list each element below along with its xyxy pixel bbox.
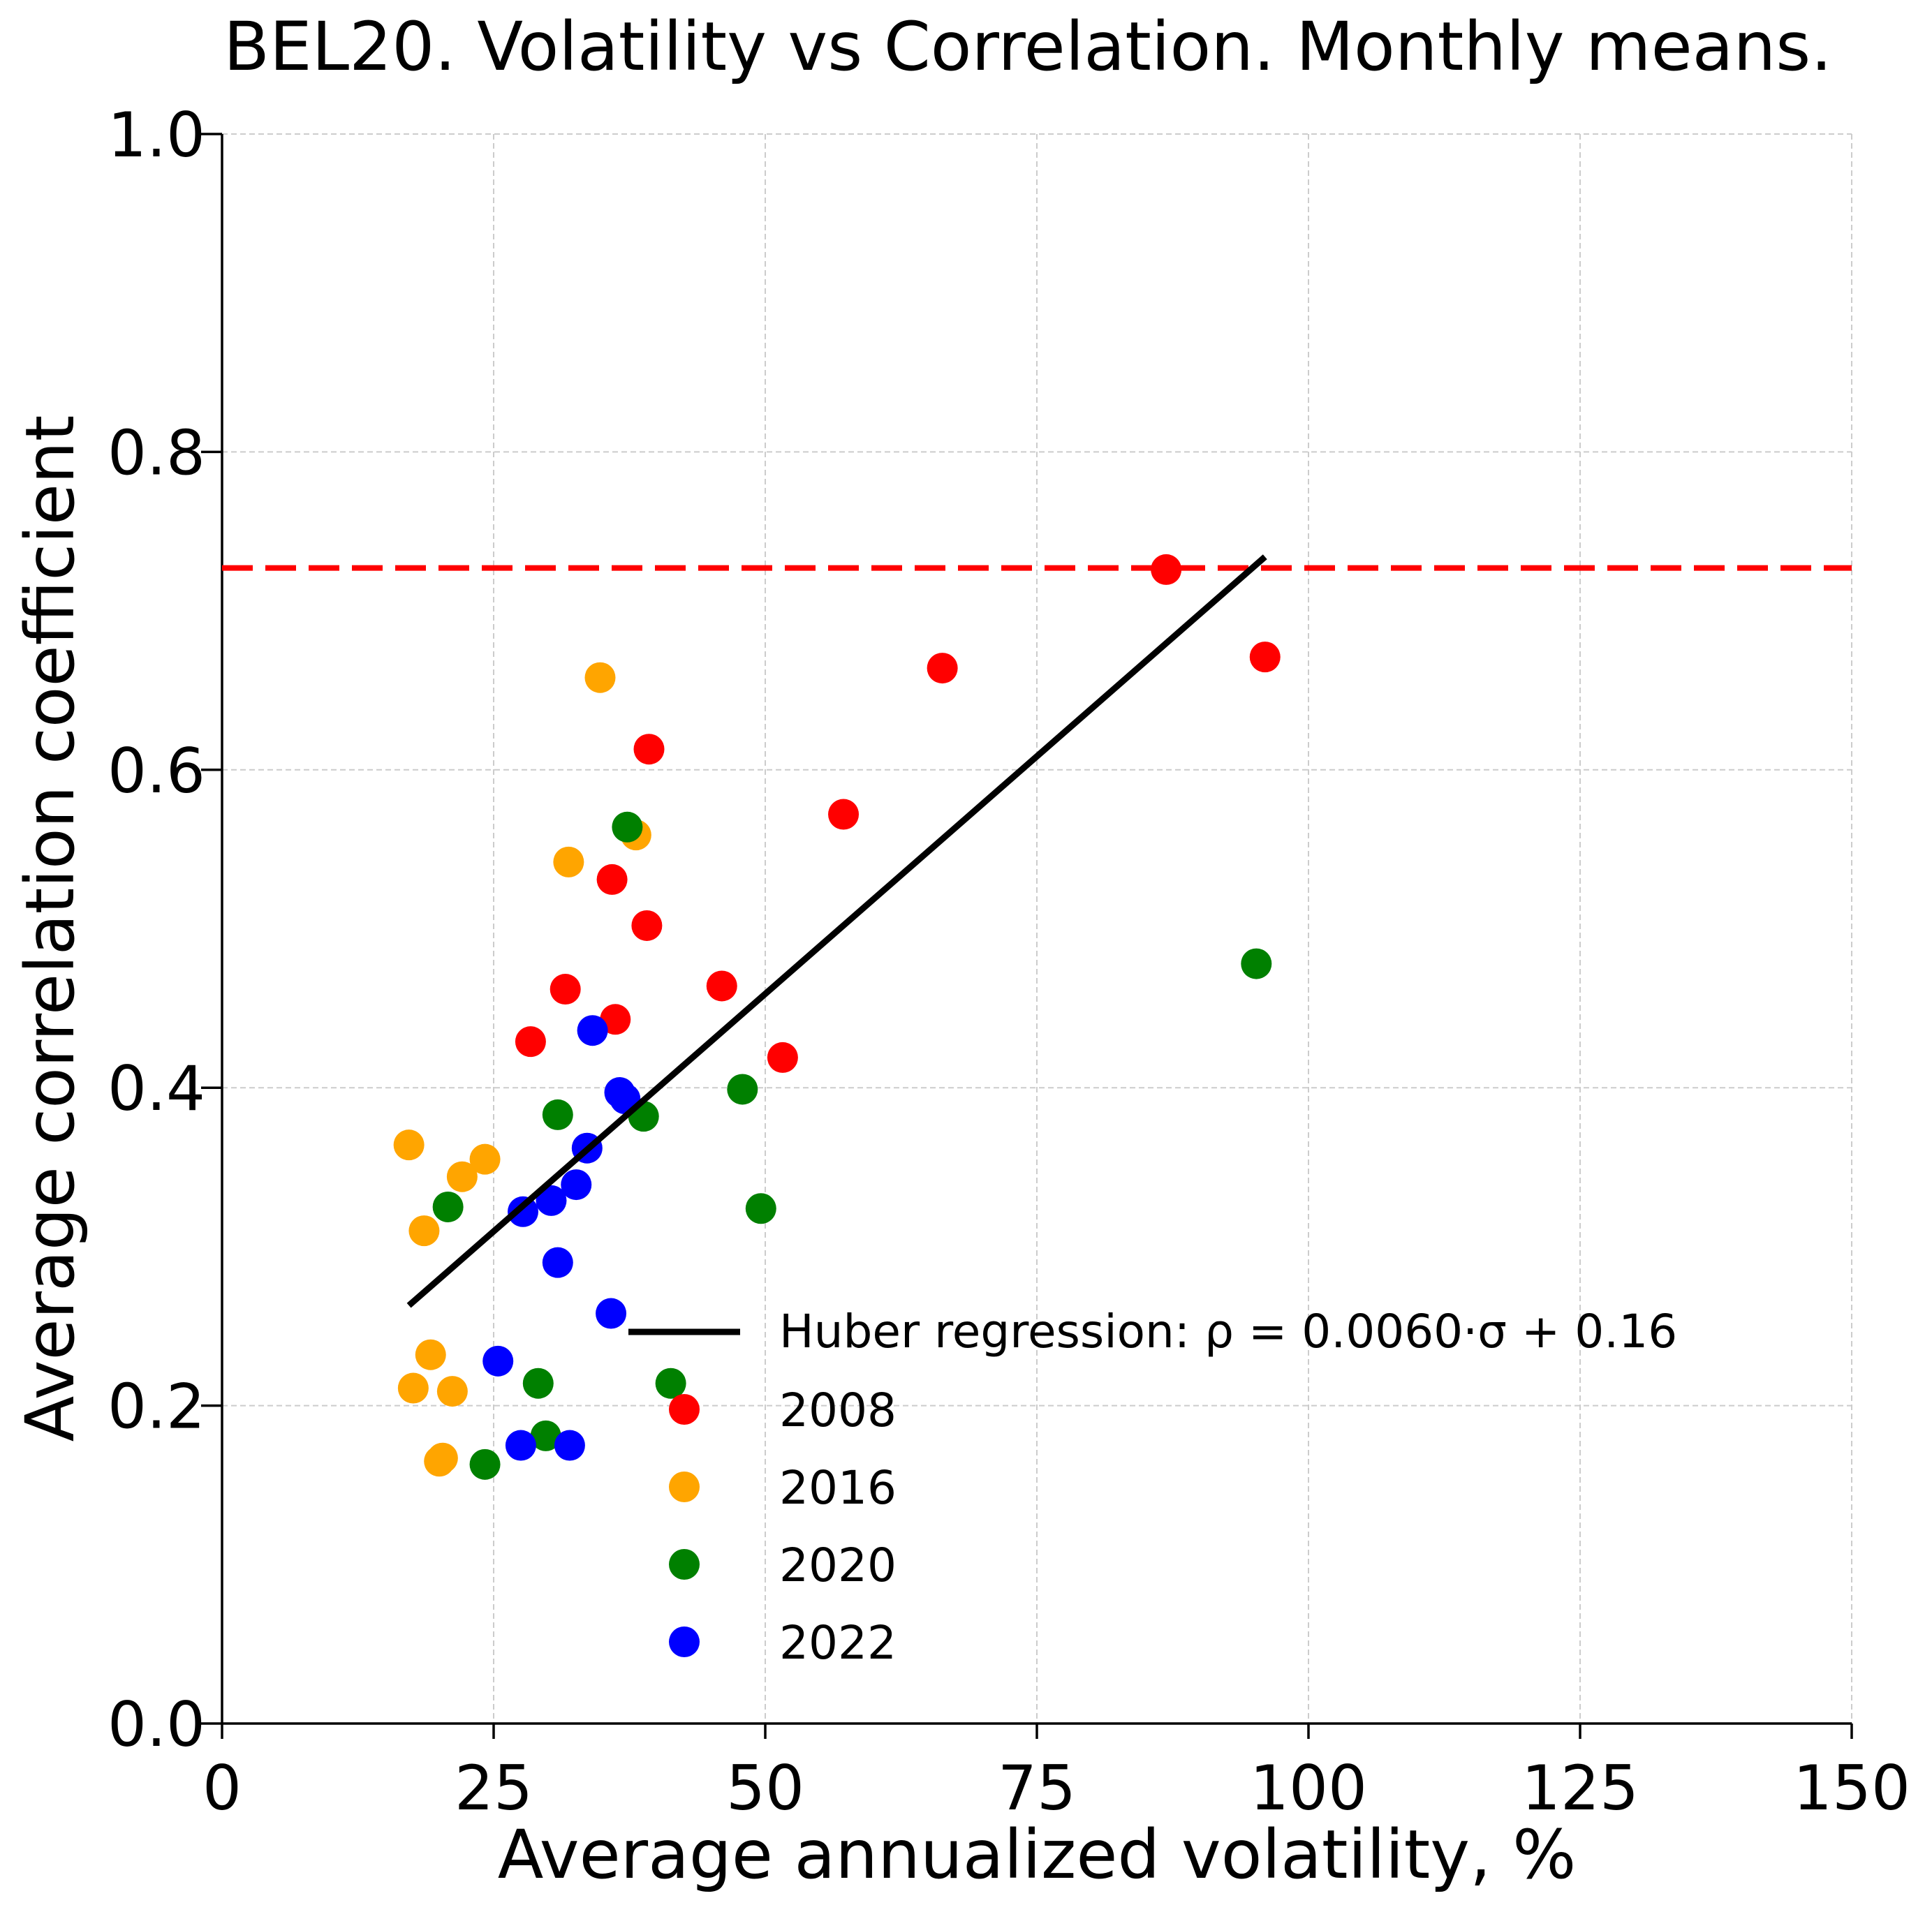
point-2022 bbox=[508, 1196, 539, 1227]
data-points bbox=[393, 554, 1281, 1480]
point-2008 bbox=[1249, 642, 1281, 673]
legend-regression-label: Huber regression: ρ = 0.0060·σ + 0.16 bbox=[779, 1305, 1677, 1358]
x-tick-label: 50 bbox=[726, 1752, 804, 1824]
point-2020 bbox=[542, 1099, 573, 1130]
point-2008 bbox=[515, 1026, 546, 1058]
point-2022 bbox=[536, 1185, 567, 1216]
point-2022 bbox=[482, 1345, 514, 1377]
point-2016 bbox=[393, 1129, 425, 1161]
point-2020 bbox=[432, 1191, 464, 1222]
legend-swatch-2008 bbox=[669, 1394, 700, 1425]
y-tick-label: 0.0 bbox=[108, 1689, 205, 1761]
legend-label-2008: 2008 bbox=[779, 1384, 897, 1437]
y-tick-label: 0.4 bbox=[108, 1053, 205, 1125]
point-2008 bbox=[828, 799, 860, 830]
point-2008 bbox=[927, 653, 958, 684]
point-2022 bbox=[561, 1169, 592, 1201]
point-2008 bbox=[706, 970, 737, 1002]
point-2008 bbox=[596, 864, 628, 895]
point-2016 bbox=[397, 1372, 429, 1404]
legend-label-2016: 2016 bbox=[779, 1461, 897, 1515]
point-2008 bbox=[633, 734, 665, 765]
regression-line bbox=[406, 554, 1267, 1308]
y-tick-label: 0.2 bbox=[108, 1371, 205, 1443]
point-2020 bbox=[469, 1448, 501, 1480]
y-tick-label: 0.8 bbox=[108, 417, 205, 489]
legend-label-2022: 2022 bbox=[779, 1616, 897, 1670]
point-2022 bbox=[505, 1430, 536, 1461]
legend: Huber regression: ρ = 0.0060·σ + 0.16 200… bbox=[628, 1305, 1677, 1670]
chart-title: BEL20. Volatility vs Correlation. Monthl… bbox=[223, 8, 1832, 86]
point-2020 bbox=[1241, 948, 1272, 979]
x-tick-label: 125 bbox=[1521, 1752, 1639, 1824]
x-tick-label: 150 bbox=[1793, 1752, 1910, 1824]
x-axis-label: Average annualized volatility, % bbox=[498, 1816, 1577, 1894]
point-2016 bbox=[469, 1143, 501, 1175]
point-2020 bbox=[522, 1368, 554, 1399]
x-tick-label: 25 bbox=[455, 1752, 533, 1824]
ticks: 0 25 50 75 100 125 150 0.0 0.2 0.4 0.6 0.8 1.0 bbox=[108, 99, 1910, 1824]
point-2008 bbox=[767, 1042, 798, 1073]
x-tick-label: 0 bbox=[202, 1752, 242, 1824]
y-axis-label: Average correlation coefficient bbox=[11, 415, 89, 1442]
x-tick-label: 75 bbox=[998, 1752, 1076, 1824]
regression-line-group bbox=[406, 554, 1267, 1308]
point-2016 bbox=[436, 1376, 468, 1407]
point-2016 bbox=[415, 1339, 446, 1370]
point-2022 bbox=[542, 1247, 573, 1278]
legend-swatch-2020 bbox=[669, 1549, 700, 1580]
y-tick-label: 0.6 bbox=[108, 735, 205, 807]
point-2020 bbox=[655, 1368, 686, 1399]
x-tick-label: 100 bbox=[1250, 1752, 1367, 1824]
point-2016 bbox=[553, 846, 584, 877]
legend-swatch-2022 bbox=[669, 1626, 700, 1657]
point-2020 bbox=[612, 811, 643, 843]
point-2022 bbox=[577, 1015, 608, 1046]
y-tick-label: 1.0 bbox=[108, 99, 205, 171]
legend-swatch-2016 bbox=[669, 1472, 700, 1502]
legend-label-2020: 2020 bbox=[779, 1539, 897, 1592]
point-2020 bbox=[530, 1420, 561, 1451]
point-2008 bbox=[600, 1004, 631, 1035]
point-2016 bbox=[584, 662, 616, 693]
point-2008 bbox=[1151, 554, 1182, 585]
point-2008 bbox=[550, 974, 581, 1005]
point-2020 bbox=[745, 1193, 776, 1224]
point-2022 bbox=[596, 1298, 627, 1329]
grid bbox=[222, 133, 1852, 1724]
point-2020 bbox=[727, 1074, 758, 1105]
point-2016 bbox=[408, 1215, 440, 1247]
point-2016 bbox=[427, 1442, 458, 1474]
point-2016 bbox=[446, 1161, 478, 1192]
point-2022 bbox=[554, 1430, 585, 1461]
point-2008 bbox=[631, 910, 663, 941]
